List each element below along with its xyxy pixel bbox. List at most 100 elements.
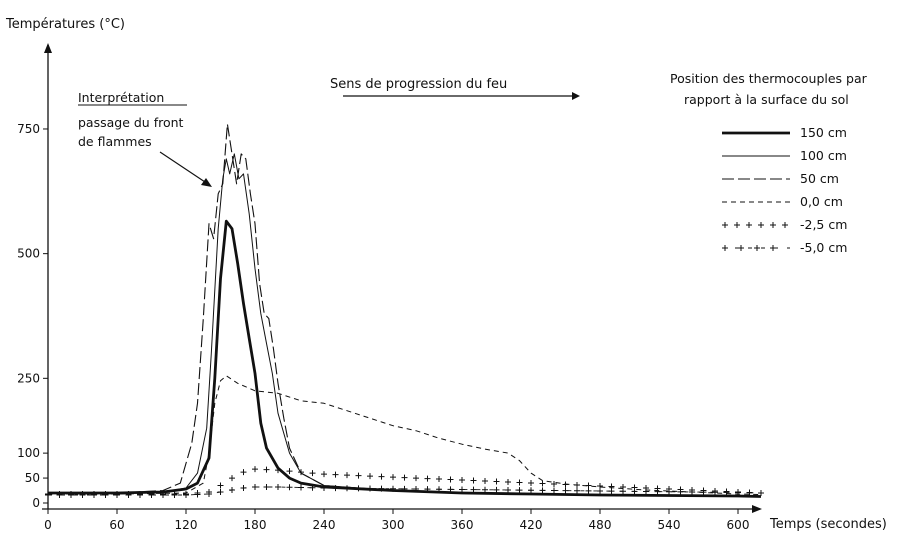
series-marker bbox=[689, 489, 695, 496]
series-2 bbox=[48, 153, 762, 497]
series-marker bbox=[493, 478, 500, 485]
series-marker bbox=[367, 485, 373, 492]
series-1 bbox=[48, 219, 762, 498]
series-marker bbox=[482, 478, 488, 485]
annotation-title: Interprétation bbox=[78, 90, 164, 105]
series-layer bbox=[45, 123, 764, 499]
series-6 bbox=[45, 484, 764, 499]
legend: 150 cm 100 cm 50 cm 0,0 cm -2,5 cm -5,0 cm bbox=[722, 125, 847, 255]
series-marker bbox=[355, 485, 362, 492]
series-line bbox=[48, 219, 762, 498]
series-marker bbox=[286, 484, 293, 491]
series-marker bbox=[516, 487, 523, 494]
legend-marker bbox=[754, 245, 760, 251]
x-tick-label: 0 bbox=[44, 518, 52, 532]
legend-marker bbox=[738, 245, 744, 251]
y-tick-label: 750 bbox=[17, 122, 40, 136]
series-marker bbox=[309, 470, 316, 477]
series-marker bbox=[229, 475, 235, 482]
series-marker bbox=[298, 484, 304, 491]
series-marker bbox=[505, 479, 511, 486]
series-marker bbox=[459, 477, 465, 484]
series-marker bbox=[551, 487, 557, 494]
series-marker bbox=[114, 492, 120, 499]
y-tick-label: 50 bbox=[25, 471, 40, 485]
x-tick-label: 540 bbox=[658, 518, 681, 532]
series-marker bbox=[390, 474, 396, 481]
series-marker bbox=[171, 492, 178, 499]
series-marker bbox=[413, 475, 419, 482]
series-marker bbox=[91, 492, 97, 499]
y-tick-label: 250 bbox=[17, 371, 40, 385]
legend-marker bbox=[770, 245, 776, 251]
series-marker bbox=[286, 468, 293, 475]
series-marker bbox=[505, 487, 511, 494]
series-marker bbox=[217, 482, 224, 489]
series-3 bbox=[48, 123, 762, 498]
series-marker bbox=[424, 475, 431, 482]
series-marker bbox=[355, 472, 362, 479]
legend-label: 150 cm bbox=[800, 125, 847, 140]
legend-item-3: 50 cm bbox=[722, 171, 839, 186]
series-marker bbox=[194, 491, 201, 498]
series-marker bbox=[723, 489, 730, 496]
x-tick-label: 600 bbox=[727, 518, 750, 532]
series-marker bbox=[378, 485, 385, 492]
series-marker bbox=[332, 471, 339, 478]
annotation-arrow-line bbox=[159, 151, 209, 185]
series-marker bbox=[746, 489, 753, 496]
legend-marker bbox=[782, 222, 788, 228]
x-tick-label: 60 bbox=[109, 518, 124, 532]
series-line bbox=[48, 153, 762, 497]
series-marker bbox=[298, 469, 304, 476]
series-marker bbox=[666, 488, 672, 495]
x-tick-label: 180 bbox=[244, 518, 267, 532]
legend-marker bbox=[758, 222, 764, 228]
annotation-line-2: de flammes bbox=[78, 134, 152, 149]
series-marker bbox=[275, 484, 281, 491]
series-marker bbox=[263, 484, 270, 491]
series-marker bbox=[447, 486, 454, 493]
series-marker bbox=[79, 492, 86, 499]
series-marker bbox=[68, 492, 74, 499]
series-marker bbox=[401, 485, 408, 492]
flame-front-annotation: Interprétation passage du front de flamm… bbox=[78, 90, 212, 187]
axes bbox=[42, 43, 762, 513]
series-marker bbox=[574, 482, 580, 489]
series-marker bbox=[539, 487, 546, 494]
progression-arrow-head bbox=[572, 92, 580, 100]
series-marker bbox=[562, 481, 569, 488]
series-marker bbox=[321, 485, 327, 492]
y-tick-label: 500 bbox=[17, 247, 40, 261]
series-marker bbox=[470, 477, 477, 484]
series-marker bbox=[712, 489, 718, 496]
series-marker bbox=[436, 486, 442, 493]
legend-title-line-1: Position des thermocouples par bbox=[670, 71, 868, 86]
series-marker bbox=[390, 485, 396, 492]
series-marker bbox=[643, 488, 649, 495]
series-marker bbox=[45, 492, 51, 499]
legend-item-1: 150 cm bbox=[722, 125, 847, 140]
series-marker bbox=[585, 482, 592, 489]
ticks: 0 60 120 180 240 300 360 420 480 540 600 0 50 100 250 5… bbox=[17, 122, 749, 532]
series-marker bbox=[459, 486, 465, 493]
y-axis-label: Températures (°C) bbox=[5, 17, 125, 32]
x-axis-arrow bbox=[752, 505, 762, 513]
series-marker bbox=[528, 480, 534, 487]
legend-item-2: 100 cm bbox=[722, 148, 847, 163]
series-marker bbox=[562, 487, 569, 494]
series-marker bbox=[677, 488, 684, 495]
series-marker bbox=[700, 489, 707, 496]
x-tick-label: 420 bbox=[520, 518, 543, 532]
legend-label: 50 cm bbox=[800, 171, 839, 186]
x-tick-label: 240 bbox=[313, 518, 336, 532]
series-marker bbox=[332, 485, 339, 492]
x-tick-label: 300 bbox=[382, 518, 405, 532]
series-marker bbox=[447, 476, 454, 483]
series-marker bbox=[585, 487, 592, 494]
series-marker bbox=[321, 471, 327, 478]
series-marker bbox=[137, 492, 143, 499]
x-tick-label: 360 bbox=[451, 518, 474, 532]
series-marker bbox=[620, 488, 626, 495]
